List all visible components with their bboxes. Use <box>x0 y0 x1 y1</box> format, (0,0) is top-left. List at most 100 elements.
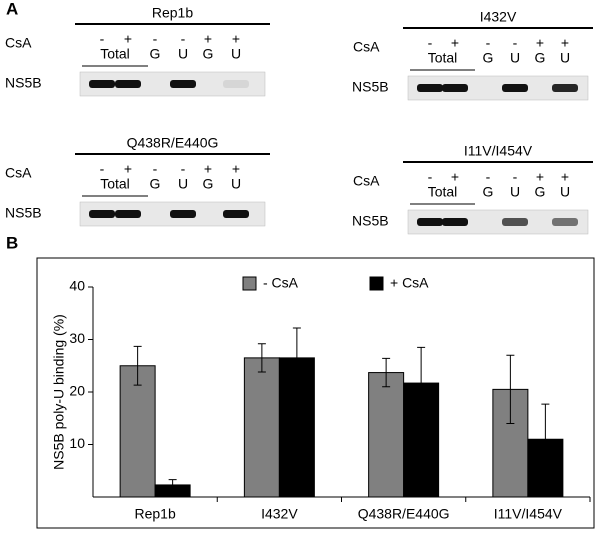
band <box>89 80 115 88</box>
lane-label: U <box>560 184 570 200</box>
lane-label: U <box>178 46 188 62</box>
lane-label: G <box>150 176 161 192</box>
x-tick-label: I11V/I454V <box>494 506 563 522</box>
lane-label: U <box>560 50 570 66</box>
lane-label: U <box>178 176 188 192</box>
blot-title: I432V <box>480 9 517 25</box>
y-tick-label: 20 <box>69 383 85 399</box>
band <box>170 80 196 88</box>
lane-label: Total <box>428 50 458 66</box>
bar <box>119 365 156 498</box>
legend-label: + CsA <box>390 275 429 291</box>
lane-sign: - <box>486 35 491 51</box>
lane-sign: - <box>513 35 518 51</box>
lane-sign: + <box>232 31 240 47</box>
band <box>115 210 141 218</box>
lane-label: G <box>483 184 494 200</box>
row-label: CsA <box>353 173 380 189</box>
legend-swatch <box>369 276 384 291</box>
error-bar <box>506 354 515 424</box>
lane-sign: + <box>536 35 544 51</box>
error-bar <box>541 403 550 475</box>
lane-sign: - <box>486 169 491 185</box>
lane-label: G <box>483 50 494 66</box>
row-label: NS5B <box>352 213 389 229</box>
row-label: CsA <box>353 39 380 55</box>
lane-label: G <box>150 46 161 62</box>
lane-sign: - <box>181 161 186 177</box>
band <box>223 80 249 88</box>
lane-label: G <box>535 184 546 200</box>
y-tick-label: 10 <box>69 435 85 451</box>
blot-title: I11V/I454V <box>464 143 533 159</box>
panel-label: A <box>6 0 18 18</box>
error-bar <box>257 343 266 373</box>
lane-label: U <box>231 176 241 192</box>
lane-sign: + <box>204 31 212 47</box>
y-tick-label: 40 <box>69 278 85 294</box>
x-tick-label: Rep1b <box>134 506 175 522</box>
band <box>442 84 468 92</box>
band <box>115 80 141 88</box>
lane-sign: + <box>124 161 132 177</box>
lane-sign: - <box>428 35 433 51</box>
row-label: CsA <box>5 35 32 51</box>
legend-swatch <box>242 276 257 291</box>
lane-label: Total <box>100 46 130 62</box>
lane-label: U <box>510 50 520 66</box>
blot-title: Q438R/E440G <box>127 135 219 151</box>
legend-label: - CsA <box>263 275 299 291</box>
lane-sign: + <box>561 35 569 51</box>
error-bar <box>133 345 142 386</box>
lane-label: G <box>203 176 214 192</box>
row-label: NS5B <box>352 79 389 95</box>
lane-sign: + <box>204 161 212 177</box>
lane-label: U <box>231 46 241 62</box>
lane-label: U <box>510 184 520 200</box>
band <box>442 218 468 226</box>
y-tick-label: 30 <box>69 330 85 346</box>
error-bar <box>382 357 391 388</box>
lane-sign: + <box>232 161 240 177</box>
error-bar <box>417 346 426 420</box>
lane-sign: - <box>100 161 105 177</box>
band <box>417 84 443 92</box>
lane-sign: - <box>513 169 518 185</box>
band <box>502 218 528 226</box>
lane-sign: + <box>451 35 459 51</box>
band <box>223 210 249 218</box>
row-label: NS5B <box>5 205 42 221</box>
blot-title: Rep1b <box>152 5 193 21</box>
bar <box>243 357 280 498</box>
y-axis-label: NS5B poly-U binding (%) <box>51 314 67 470</box>
x-tick-label: Q438R/E440G <box>358 506 450 522</box>
lane-sign: - <box>100 31 105 47</box>
row-label: NS5B <box>5 75 42 91</box>
lane-sign: + <box>561 169 569 185</box>
lane-label: Total <box>100 176 130 192</box>
lane-sign: - <box>153 31 158 47</box>
lane-sign: - <box>181 31 186 47</box>
lane-sign: - <box>428 169 433 185</box>
band <box>552 84 578 92</box>
lane-sign: + <box>536 169 544 185</box>
lane-label: G <box>535 50 546 66</box>
lane-sign: + <box>451 169 459 185</box>
panel-label: B <box>6 233 18 252</box>
band <box>89 210 115 218</box>
lane-label: G <box>203 46 214 62</box>
lane-label: Total <box>428 184 458 200</box>
x-tick-label: I432V <box>261 506 298 522</box>
row-label: CsA <box>5 165 32 181</box>
lane-sign: - <box>153 161 158 177</box>
error-bar <box>292 327 301 389</box>
band <box>502 84 528 92</box>
band <box>552 218 578 226</box>
chart-frame <box>36 257 595 529</box>
band <box>417 218 443 226</box>
error-bar <box>168 479 177 491</box>
band <box>170 210 196 218</box>
lane-sign: + <box>124 31 132 47</box>
bar <box>368 372 405 498</box>
